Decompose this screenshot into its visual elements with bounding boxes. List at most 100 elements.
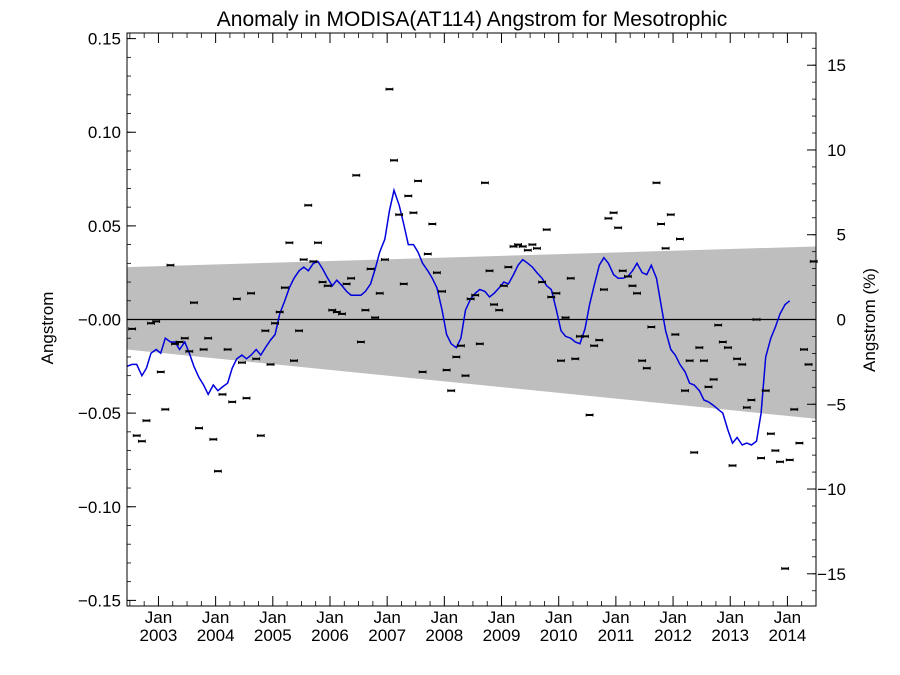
anomaly-point bbox=[195, 426, 203, 430]
anomaly-point bbox=[781, 566, 790, 571]
anomaly-point bbox=[223, 347, 232, 352]
anomaly-point bbox=[685, 359, 694, 363]
anomaly-point bbox=[218, 392, 227, 397]
anomaly-point bbox=[161, 407, 170, 411]
x-tick-year: 2005 bbox=[254, 626, 292, 645]
anomaly-point bbox=[261, 329, 270, 333]
x-tick-year: 2008 bbox=[425, 626, 463, 645]
anomaly-point bbox=[761, 389, 770, 393]
anomaly-point bbox=[623, 274, 632, 279]
anomaly-point bbox=[785, 458, 794, 462]
y-tick-label: −0.10 bbox=[78, 498, 121, 517]
anomaly-point bbox=[132, 433, 141, 438]
x-tick-month: Jan bbox=[545, 608, 572, 627]
x-tick-month: Jan bbox=[259, 608, 286, 627]
anomaly-point bbox=[318, 280, 327, 284]
anomaly-point bbox=[256, 433, 265, 438]
anomaly-point bbox=[185, 349, 194, 353]
anomaly-point bbox=[504, 265, 513, 269]
x-tick-year: 2011 bbox=[598, 626, 635, 645]
anomaly-point bbox=[642, 366, 651, 370]
anomaly-point bbox=[438, 289, 446, 294]
x-tick-month: Jan bbox=[202, 608, 229, 627]
anomaly-point bbox=[633, 291, 641, 295]
anomaly-point bbox=[666, 213, 675, 217]
anomaly-point bbox=[152, 319, 161, 323]
anomaly-point bbox=[323, 284, 332, 288]
anomaly-point bbox=[618, 269, 627, 273]
anomaly-point bbox=[733, 357, 741, 361]
anomaly-point bbox=[275, 310, 284, 314]
anomaly-point bbox=[309, 259, 318, 264]
anomaly-point bbox=[361, 308, 370, 312]
anomaly-point bbox=[628, 284, 637, 288]
anomaly-point bbox=[561, 316, 570, 320]
anomaly-point bbox=[647, 325, 656, 329]
anomaly-point bbox=[700, 359, 708, 363]
anomaly-point bbox=[499, 284, 508, 288]
anomaly-point bbox=[338, 312, 346, 316]
x-tick-year: 2004 bbox=[197, 626, 235, 645]
x-tick-year: 2013 bbox=[711, 626, 749, 645]
anomaly-point bbox=[590, 344, 599, 348]
anomaly-point bbox=[481, 181, 489, 185]
anomaly-point bbox=[380, 257, 389, 262]
anomaly-point bbox=[614, 226, 623, 230]
anomaly-point bbox=[528, 242, 537, 247]
anomaly-point bbox=[552, 291, 561, 295]
x-tick-year: 2009 bbox=[483, 626, 521, 645]
anomaly-point bbox=[442, 368, 451, 372]
running-mean-line bbox=[126, 187, 791, 446]
anomaly-point bbox=[247, 291, 255, 295]
anomaly-point bbox=[718, 340, 727, 344]
y-right-tick-label: −5 bbox=[827, 395, 846, 414]
x-tick-month: Jan bbox=[316, 608, 343, 627]
x-tick-month: Jan bbox=[717, 608, 744, 627]
anomaly-point bbox=[342, 282, 351, 286]
y-tick-label: −0.05 bbox=[78, 404, 121, 423]
anomaly-point bbox=[304, 203, 313, 207]
chart-title: Anomaly in MODISA(AT114) Angstrom for Me… bbox=[217, 8, 727, 31]
x-tick-month: Jan bbox=[488, 608, 515, 627]
y-right-tick-label: 0 bbox=[837, 311, 846, 330]
anomaly-point bbox=[681, 389, 689, 393]
anomaly-point bbox=[228, 400, 237, 404]
anomaly-point bbox=[347, 276, 356, 280]
y-tick-label: 0.05 bbox=[88, 217, 121, 236]
anomaly-point bbox=[395, 213, 404, 217]
running-mean-layer bbox=[126, 187, 791, 446]
anomaly-point bbox=[518, 244, 527, 249]
anomaly-point bbox=[595, 338, 604, 342]
y-right-tick-label: −15 bbox=[817, 565, 846, 584]
anomaly-point bbox=[638, 359, 647, 363]
x-tick-month: Jan bbox=[373, 608, 400, 627]
anomaly-point bbox=[690, 450, 699, 455]
anomaly-point bbox=[704, 385, 713, 389]
anomaly-point bbox=[533, 246, 541, 250]
anomaly-point bbox=[375, 291, 384, 295]
anomaly-point bbox=[299, 257, 308, 262]
anomaly-point bbox=[209, 437, 218, 441]
anomaly-point bbox=[128, 327, 137, 331]
anomaly-point bbox=[371, 316, 380, 320]
anomaly-point bbox=[156, 370, 165, 374]
anomaly-point bbox=[189, 301, 198, 305]
anomaly-point bbox=[475, 342, 484, 346]
anomaly-point bbox=[585, 413, 594, 417]
anomaly-point bbox=[280, 286, 289, 290]
anomaly-point bbox=[795, 441, 804, 445]
anomaly-point bbox=[609, 211, 618, 215]
confidence-band bbox=[127, 246, 816, 419]
x-tick-month: Jan bbox=[431, 608, 458, 627]
anomaly-point bbox=[142, 419, 151, 423]
anomaly-point bbox=[295, 329, 304, 333]
anomaly-point bbox=[776, 460, 784, 464]
anomaly-point bbox=[471, 293, 480, 297]
x-tick-month: Jan bbox=[774, 608, 801, 627]
y-tick-label: 0.15 bbox=[88, 30, 121, 49]
anomaly-point bbox=[804, 362, 813, 367]
anomaly-point bbox=[485, 269, 494, 273]
anomaly-point bbox=[242, 396, 251, 400]
anomaly-point bbox=[285, 241, 294, 245]
anomaly-point bbox=[166, 263, 175, 267]
